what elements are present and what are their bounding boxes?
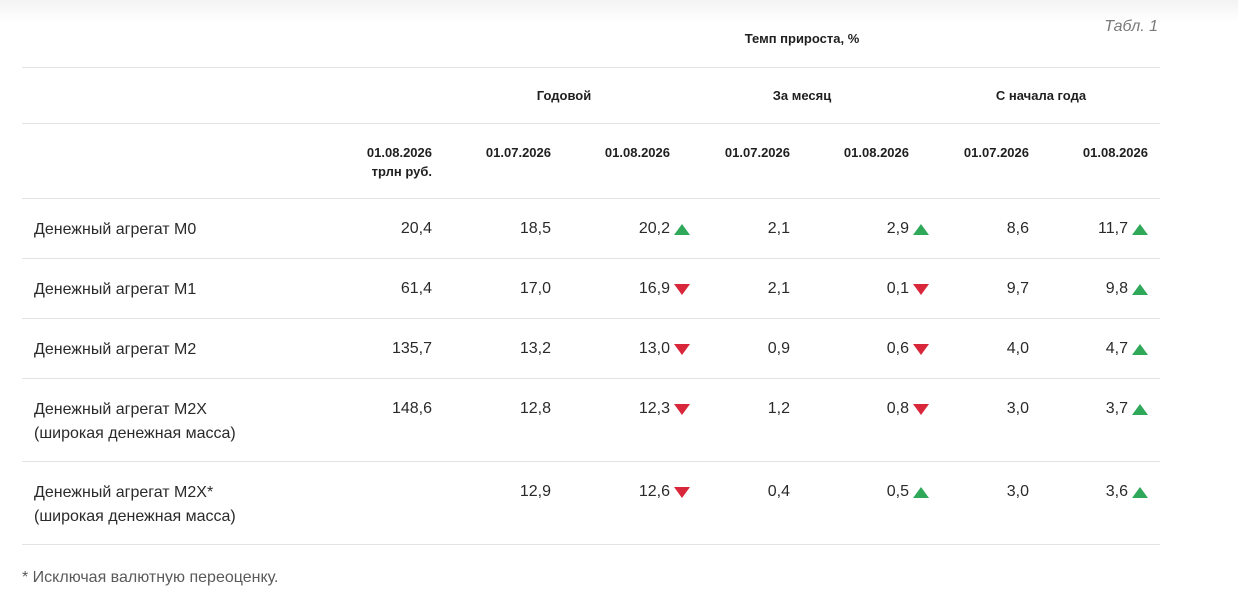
table-cell: 20,2 — [638, 220, 670, 237]
triangle-down-icon — [674, 284, 690, 295]
footnote: * Исключая валютную переоценку. — [22, 569, 279, 586]
table-cell: 0,4 — [767, 483, 790, 500]
table-cell: 0,5 — [886, 483, 909, 500]
triangle-up-icon — [1132, 487, 1148, 498]
table-cell: 13,0 — [638, 340, 670, 357]
table-cell: 148,6 — [391, 400, 432, 417]
column-header-date: 01.08.2026 — [604, 145, 670, 160]
column-header: 01.08.2026 трлн руб. — [332, 143, 432, 181]
table-cell: 4,7 — [1105, 340, 1128, 357]
column-header-date: 01.07.2026 — [963, 145, 1029, 160]
table-cell: 1,2 — [767, 400, 790, 417]
divider — [22, 544, 1160, 545]
triangle-down-icon — [913, 404, 929, 415]
table-cell: 0,1 — [886, 280, 909, 297]
divider — [22, 378, 1160, 379]
table-cell: 0,6 — [886, 340, 909, 357]
triangle-up-icon — [1132, 284, 1148, 295]
row-label: Денежный агрегат М1 — [34, 278, 196, 302]
table-cell: 20,4 — [400, 220, 432, 237]
table-cell: 135,7 — [391, 340, 432, 357]
table-cell: 4,0 — [1006, 340, 1029, 357]
triangle-down-icon — [674, 344, 690, 355]
row-label-main: Денежный агрегат М1 — [34, 281, 197, 298]
table-cell: 9,7 — [1006, 280, 1029, 297]
table-cell: 12,3 — [638, 400, 670, 417]
divider — [22, 318, 1160, 319]
divider — [22, 461, 1160, 462]
subgroup-header-month: За месяц — [772, 88, 832, 103]
row-label-sub: (широкая денежная масса) — [34, 425, 236, 442]
column-header-date: 01.07.2026 — [485, 145, 551, 160]
top-fade — [0, 0, 1238, 22]
table-cell: 11,7 — [1098, 220, 1128, 237]
divider — [22, 258, 1160, 259]
subgroup-header-annual: Годовой — [536, 88, 592, 103]
row-label-main: Денежный агрегат М0 — [34, 221, 197, 238]
divider — [22, 123, 1160, 124]
row-label: Денежный агрегат М2 — [34, 338, 196, 362]
table-cell: 13,2 — [519, 340, 551, 357]
triangle-up-icon — [913, 487, 929, 498]
divider — [22, 198, 1160, 199]
table-cell: 12,6 — [638, 483, 670, 500]
triangle-down-icon — [674, 487, 690, 498]
table-cell: 3,0 — [1006, 483, 1029, 500]
table-cell: 12,9 — [519, 483, 551, 500]
table-cell: 12,8 — [519, 400, 551, 417]
row-label-main: Денежный агрегат М2Х — [34, 401, 207, 418]
triangle-down-icon — [674, 404, 690, 415]
triangle-up-icon — [1132, 224, 1148, 235]
row-label-sub: (широкая денежная масса) — [34, 508, 236, 525]
table-cell: 9,8 — [1105, 280, 1128, 297]
column-header-date: 01.07.2026 — [724, 145, 790, 160]
table-cell: 17,0 — [519, 280, 551, 297]
table-cell: 61,4 — [400, 280, 432, 297]
divider — [22, 67, 1160, 68]
table-cell: 2,1 — [767, 220, 790, 237]
table-cell: 0,8 — [886, 400, 909, 417]
triangle-up-icon — [674, 224, 690, 235]
table-label: Табл. 1 — [1104, 18, 1158, 35]
group-header: Темп прироста, % — [744, 31, 860, 46]
table-cell: 3,6 — [1105, 483, 1128, 500]
row-label-main: Денежный агрегат М2 — [34, 341, 197, 358]
triangle-down-icon — [913, 284, 929, 295]
triangle-up-icon — [913, 224, 929, 235]
row-label: Денежный агрегат М2Х* (широкая денежная м… — [34, 481, 236, 529]
column-header-date: 01.08.2026 — [366, 145, 432, 160]
column-header-date: 01.08.2026 — [1082, 145, 1148, 160]
row-label: Денежный агрегат М0 — [34, 218, 196, 242]
table-cell: 2,9 — [886, 220, 909, 237]
subgroup-header-ytd: С начала года — [995, 88, 1087, 103]
table-cell: 8,6 — [1006, 220, 1029, 237]
table-cell: 3,7 — [1105, 400, 1128, 417]
table-cell: 16,9 — [638, 280, 670, 297]
row-label-main: Денежный агрегат М2Х* — [34, 484, 214, 501]
table-cell: 3,0 — [1006, 400, 1029, 417]
column-header-unit: трлн руб. — [371, 164, 432, 179]
triangle-down-icon — [913, 344, 929, 355]
row-label: Денежный агрегат М2Х (широкая денежная ма… — [34, 398, 236, 446]
triangle-up-icon — [1132, 344, 1148, 355]
table-cell: 18,5 — [519, 220, 551, 237]
triangle-up-icon — [1132, 404, 1148, 415]
table-cell: 2,1 — [767, 280, 790, 297]
table-cell: 0,9 — [767, 340, 790, 357]
column-header-date: 01.08.2026 — [843, 145, 909, 160]
